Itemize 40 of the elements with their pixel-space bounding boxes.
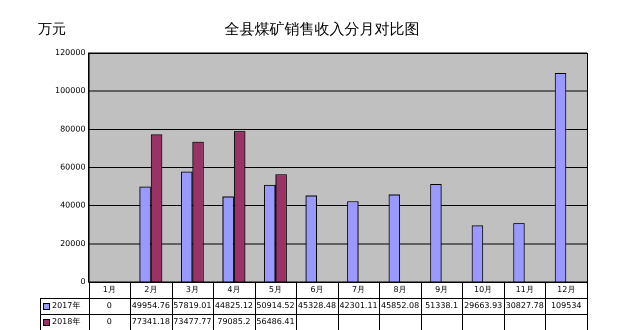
x-tick-label: 6月 <box>310 285 324 294</box>
y-tick-label: 120000 <box>54 48 86 58</box>
y-tick-label: 20000 <box>60 238 86 248</box>
data-label: 44825.12 <box>214 301 254 310</box>
data-label: 73477.77 <box>173 317 212 326</box>
data-label: 51338.1 <box>425 301 458 310</box>
data-label: 57819.01 <box>173 301 212 310</box>
x-tick-label: 1月 <box>102 285 116 294</box>
x-tick-label: 8月 <box>394 285 407 294</box>
data-label: 79085.2 <box>217 317 250 326</box>
data-label: 0 <box>106 317 112 326</box>
data-label: 42301.11 <box>339 301 378 310</box>
data-label: 56486.41 <box>256 317 295 326</box>
data-label: 0 <box>106 301 112 310</box>
x-tick-label: 4月 <box>227 285 240 294</box>
x-tick-label: 11月 <box>516 285 534 294</box>
y-tick-label: 60000 <box>60 162 86 172</box>
data-label: 45852.08 <box>380 301 420 310</box>
data-label: 77341.18 <box>132 317 170 326</box>
y-tick-label: 80000 <box>60 124 86 134</box>
data-label: 29663.93 <box>464 301 502 310</box>
y-axis-title: 万元 <box>38 22 66 38</box>
x-tick-label: 9月 <box>435 285 448 294</box>
x-tick-label: 10月 <box>474 285 492 294</box>
x-tick-label: 3月 <box>186 285 199 294</box>
data-label: 30827.78 <box>506 301 544 310</box>
x-tick-label: 12月 <box>557 285 576 294</box>
chart-title: 全县煤矿销售收入分月对比图 <box>224 20 420 38</box>
y-tick-label: 100000 <box>54 86 86 96</box>
data-label: 49954.76 <box>132 301 170 310</box>
y-tick-label: 40000 <box>60 200 86 210</box>
legend-label: 2017年 <box>52 301 80 310</box>
data-label: 109534 <box>550 301 582 310</box>
data-label: 45328.48 <box>298 301 336 310</box>
legend-label: 2018年 <box>52 317 80 326</box>
x-tick-label: 5月 <box>268 285 282 294</box>
x-tick-label: 7月 <box>352 285 366 294</box>
data-label: 50914.52 <box>256 301 295 310</box>
x-tick-label: 2月 <box>144 285 158 294</box>
y-tick-label: 0 <box>80 277 86 286</box>
